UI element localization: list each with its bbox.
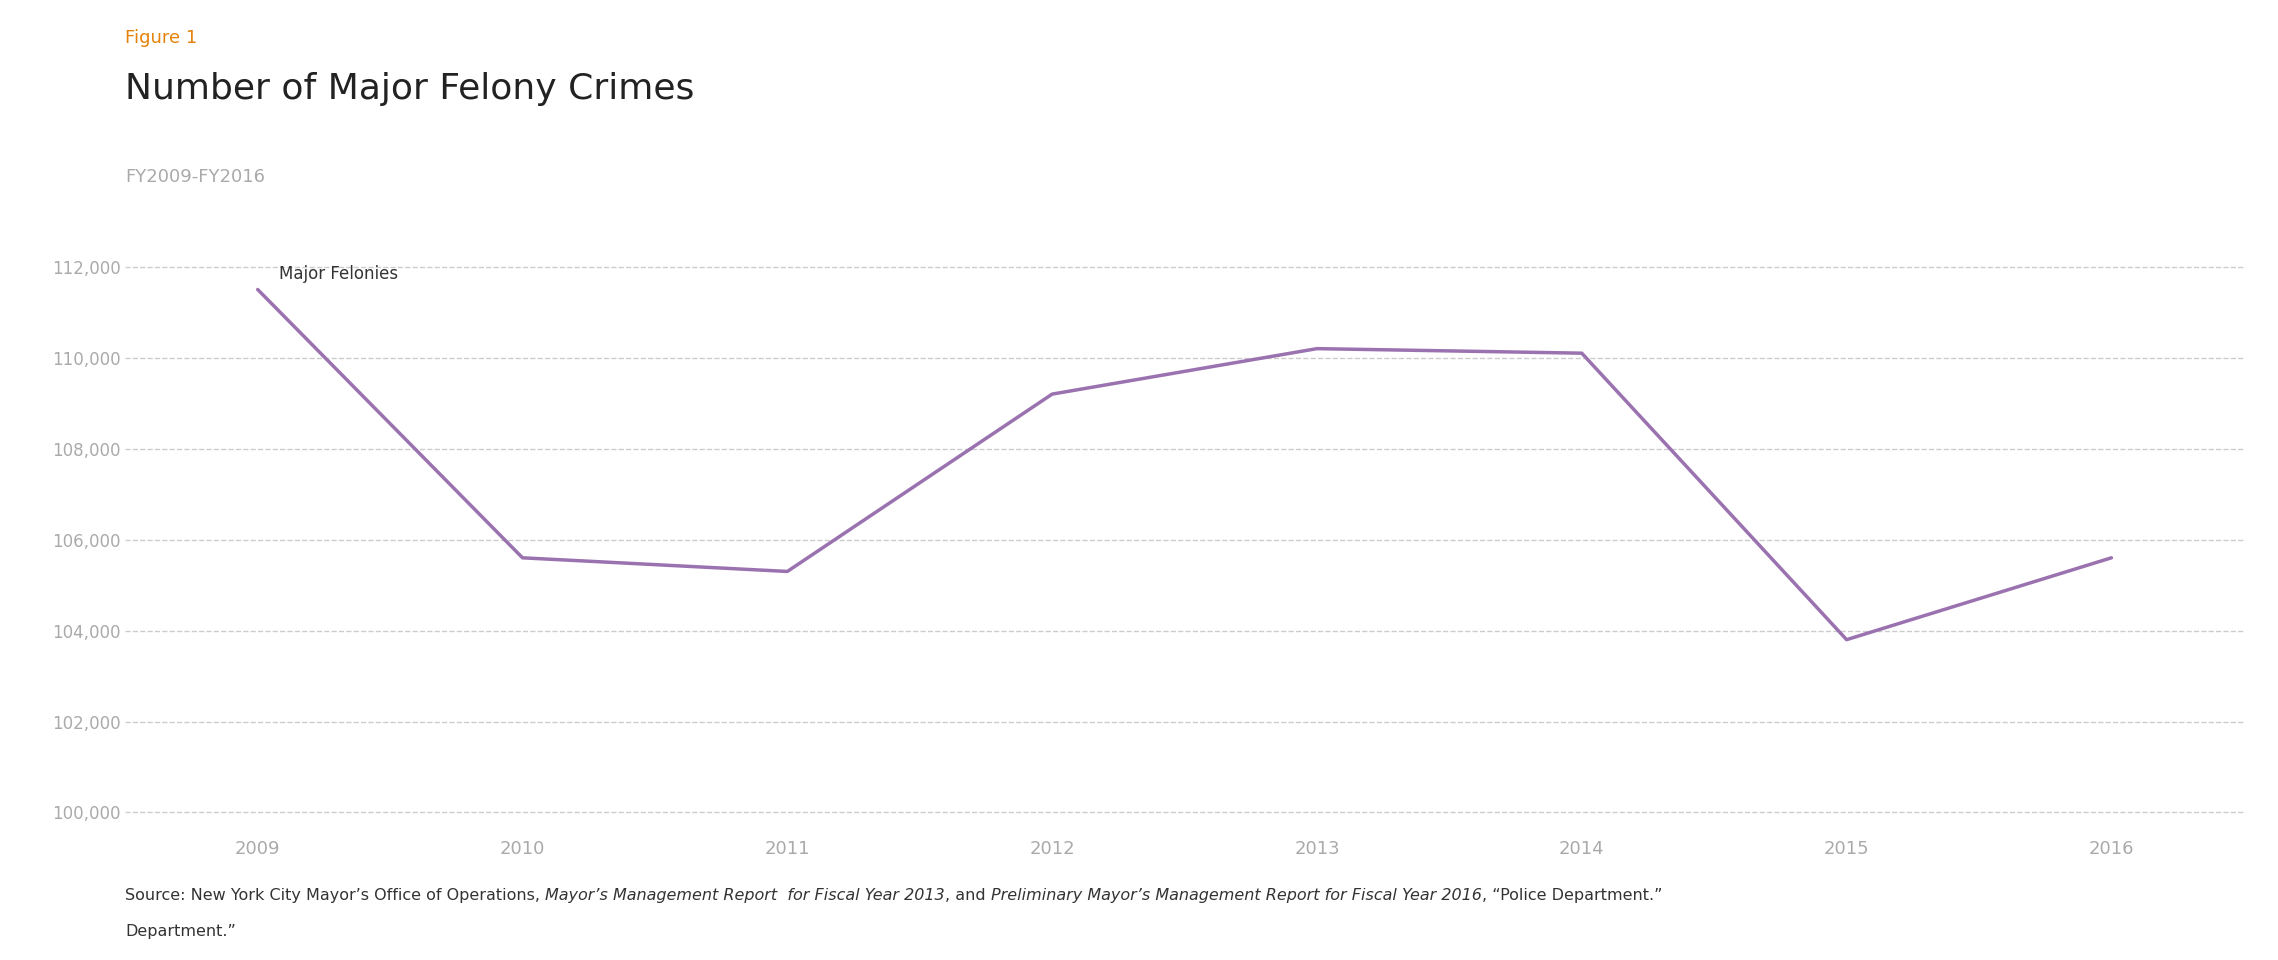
Text: Figure 1: Figure 1 [125,29,198,47]
Text: Number of Major Felony Crimes: Number of Major Felony Crimes [125,72,695,106]
Text: Source: New York City Mayor’s Office of Operations,: Source: New York City Mayor’s Office of … [125,888,544,903]
Text: Preliminary Mayor’s Management Report for Fiscal Year 2016: Preliminary Mayor’s Management Report fo… [991,888,1481,903]
Text: , and: , and [945,888,991,903]
Text: Mayor’s Management Report  for Fiscal Year 2013: Mayor’s Management Report for Fiscal Yea… [544,888,945,903]
Text: , “Police Department.”: , “Police Department.” [1481,888,1663,903]
Text: Department.”: Department.” [125,924,237,939]
Text: Major Felonies: Major Felonies [278,265,399,282]
Text: FY2009-FY2016: FY2009-FY2016 [125,168,264,186]
